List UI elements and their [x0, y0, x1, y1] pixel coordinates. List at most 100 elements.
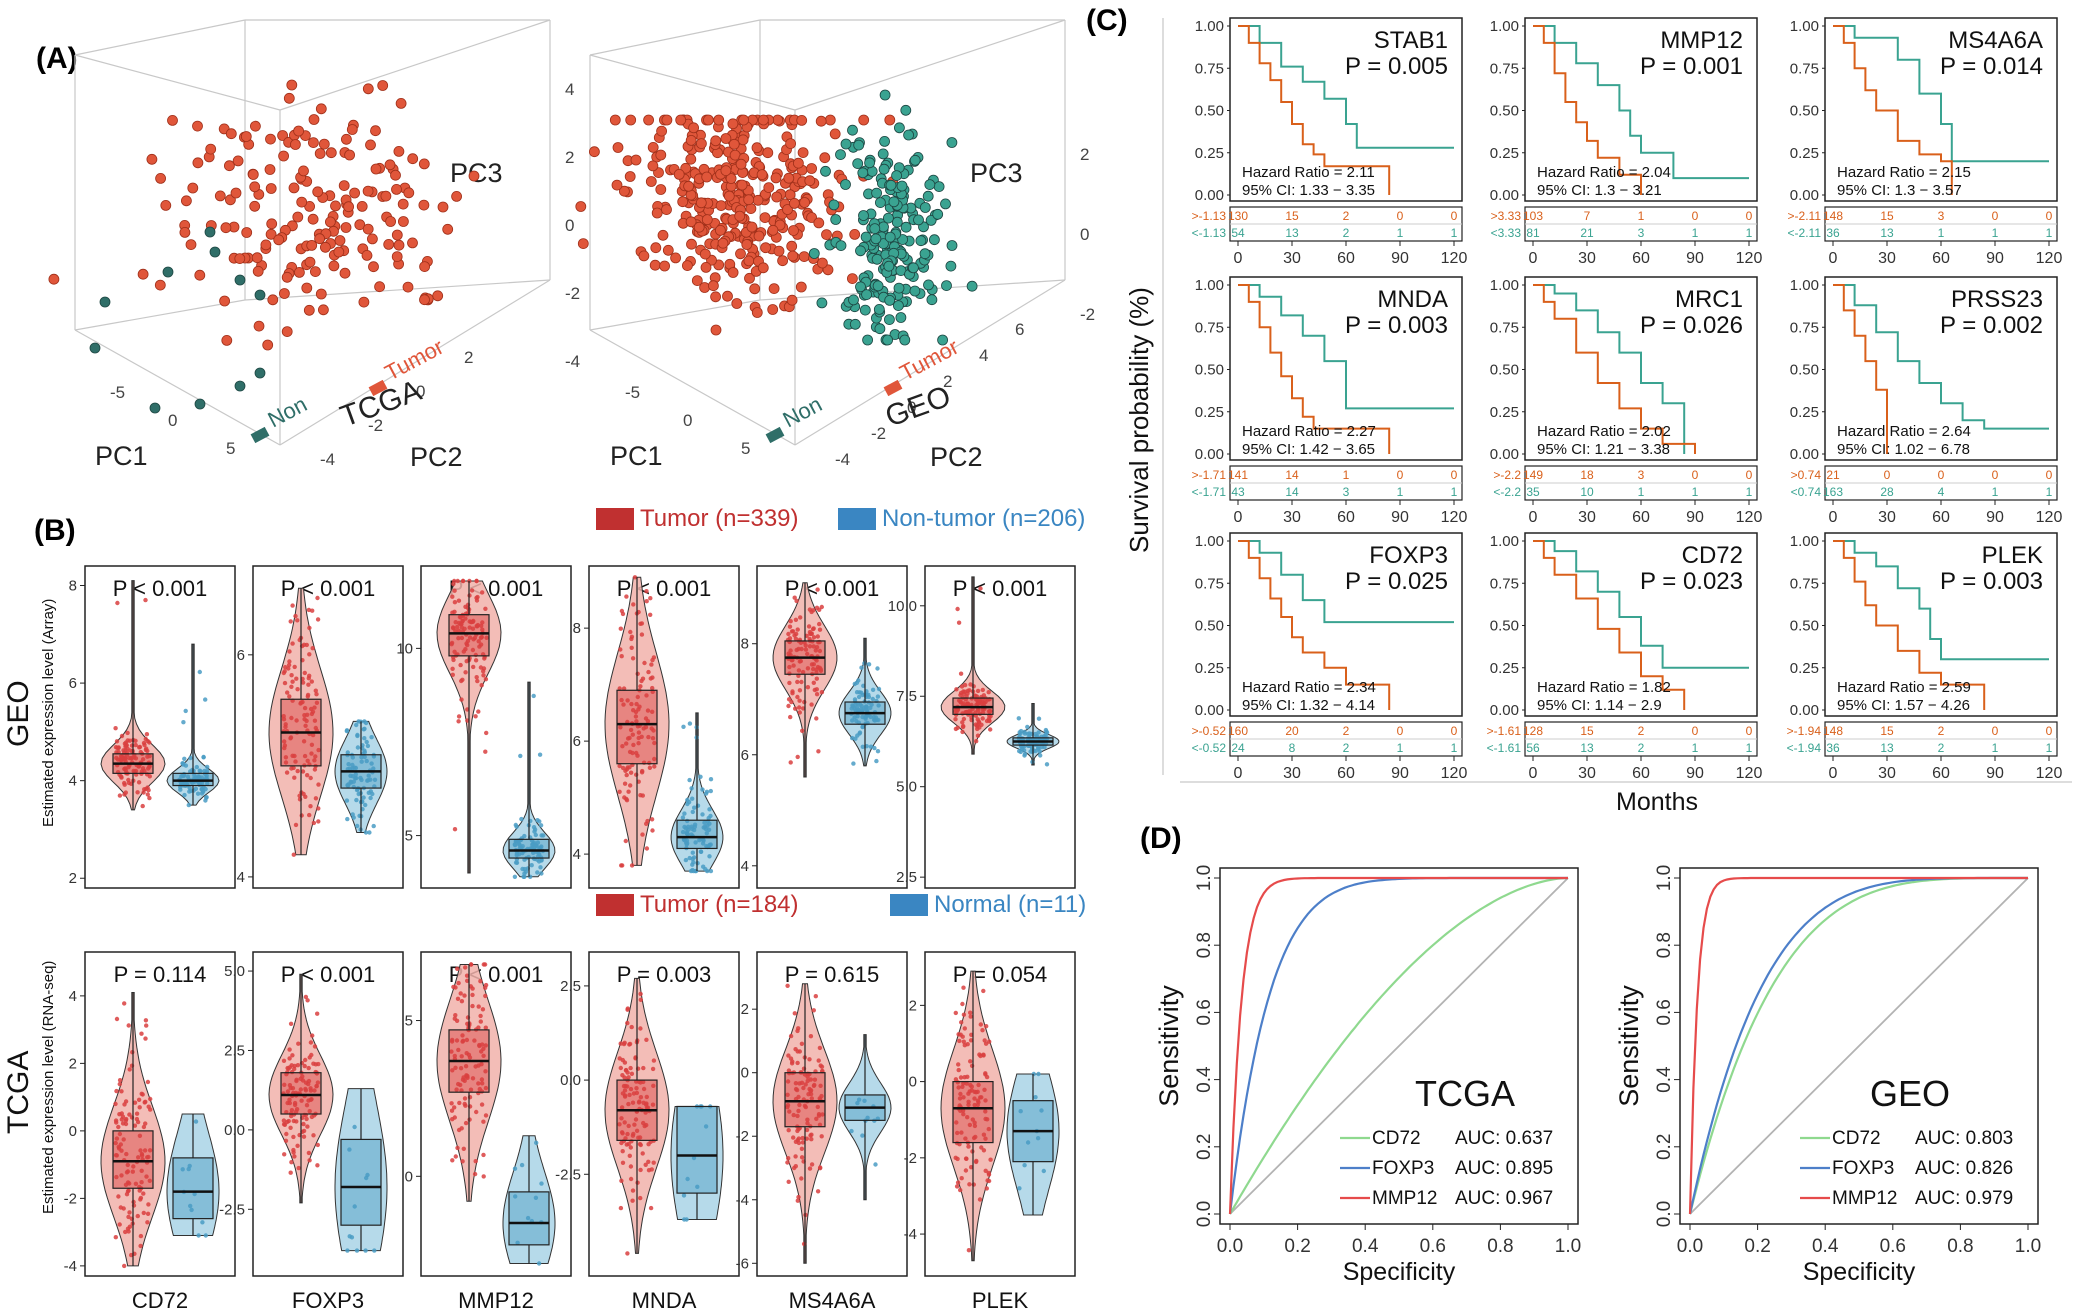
y-tick-label: 4 [237, 869, 245, 886]
point-non [858, 210, 869, 221]
data-point [807, 644, 813, 649]
point-tumor [307, 213, 319, 225]
point-tumor [824, 114, 836, 126]
y-tick-label: 0.25 [1490, 660, 1519, 677]
data-point [640, 1151, 645, 1156]
data-point [147, 753, 152, 759]
data-point [800, 728, 805, 733]
data-point [974, 724, 980, 729]
data-point [983, 1168, 988, 1174]
data-point [518, 753, 523, 759]
data-point [136, 1097, 142, 1103]
x-tick-label: 0 [1529, 765, 1538, 782]
risk-count-high: 0 [1938, 468, 1945, 482]
data-point [476, 639, 481, 644]
data-point [977, 1197, 983, 1202]
data-point [648, 676, 653, 681]
point-tumor [575, 201, 587, 212]
point-tumor [249, 181, 261, 193]
data-point [850, 718, 855, 723]
data-point [314, 692, 319, 697]
confidence-interval-label: 95% CI: 1.33 − 3.35 [1242, 182, 1375, 199]
x-tick-label: 0.6 [1880, 1236, 1906, 1257]
data-point [684, 842, 689, 847]
panel-frame [924, 951, 1076, 1277]
data-point [960, 729, 965, 735]
data-point [788, 619, 793, 624]
point-non [923, 279, 934, 291]
data-point [452, 827, 458, 832]
point-tumor [343, 201, 355, 213]
plot-frame [1229, 17, 1463, 202]
data-point [955, 606, 960, 612]
data-point [812, 687, 817, 693]
point-tumor [288, 182, 300, 194]
data-point [455, 578, 460, 584]
point-tumor [303, 304, 315, 316]
pc2-tick-label: 4 [979, 346, 988, 365]
data-point [628, 1086, 634, 1092]
y-tick-label: 2.5 [560, 978, 581, 995]
pc3-tick-label: 4 [565, 80, 574, 99]
risk-count-high: 15 [1580, 724, 1594, 738]
point-tumor [662, 244, 674, 256]
data-point [866, 692, 871, 697]
point-non [808, 248, 820, 259]
point-tumor [230, 187, 242, 199]
data-point [127, 1210, 132, 1215]
point-tumor [306, 239, 318, 251]
y-tick-label: -4 [904, 1226, 917, 1243]
data-point [624, 798, 630, 803]
y-tick-label: 1.00 [1490, 18, 1519, 35]
data-point [1041, 1168, 1047, 1174]
data-point [124, 1151, 129, 1157]
data-point [362, 719, 367, 724]
data-point [870, 687, 876, 692]
legend-swatch-non [765, 426, 785, 444]
risk-group-high-label: >-2.11 [1788, 209, 1822, 223]
data-point [640, 676, 646, 681]
point-tumor [289, 139, 301, 150]
data-point [135, 1213, 140, 1219]
point-tumor [247, 169, 259, 180]
data-point [651, 1083, 656, 1089]
x-tick-label: 0 [1829, 509, 1838, 526]
data-point [478, 1019, 483, 1024]
point-tumor [619, 185, 630, 197]
risk-count-low: 1 [1451, 485, 1458, 499]
data-point [123, 740, 129, 745]
point-tumor [180, 195, 192, 207]
risk-count-low: 56 [1526, 741, 1540, 755]
point-tumor [393, 239, 405, 251]
data-point [464, 1037, 470, 1043]
y-tick-label: 0.2 [1654, 1134, 1675, 1160]
data-point [312, 1088, 317, 1093]
data-point [125, 1189, 131, 1194]
data-point [794, 647, 799, 653]
data-point [634, 750, 639, 756]
point-tumor [370, 125, 381, 137]
data-point [795, 1028, 800, 1034]
risk-count-high: 0 [1451, 209, 1458, 223]
data-point [872, 745, 877, 751]
survival-curve-high [1238, 25, 1391, 195]
data-point [708, 813, 713, 819]
y-tick-label: 6 [69, 675, 77, 692]
data-point [801, 706, 806, 711]
risk-count-high: 0 [2046, 468, 2053, 482]
data-point [347, 1147, 352, 1152]
p-value-label: P < 0.001 [281, 962, 375, 987]
data-point [308, 775, 313, 781]
plot-frame [1229, 532, 1463, 717]
y-tick-label: 0.50 [1490, 103, 1519, 120]
data-point [972, 1120, 977, 1125]
data-point [690, 809, 695, 815]
point-non [234, 274, 246, 286]
data-point [465, 707, 470, 712]
data-point [289, 1160, 294, 1165]
point-non [862, 334, 873, 346]
point-tumor [799, 197, 810, 208]
risk-count-high: 0 [1692, 724, 1699, 738]
data-point [622, 1088, 628, 1093]
